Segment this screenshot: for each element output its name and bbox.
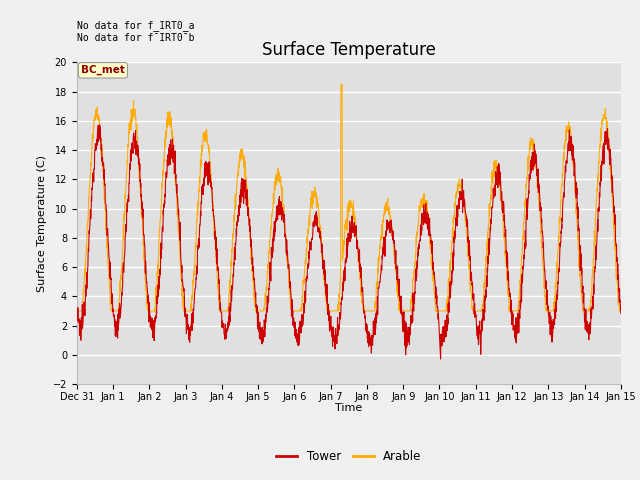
Arable: [337, 82, 345, 87]
Text: BC_met: BC_met: [81, 65, 125, 75]
Tower: [508, 307, 515, 313]
Arable: [569, 152, 577, 157]
Arable: [507, 308, 515, 314]
Tower: [437, 356, 445, 362]
Arable: [376, 239, 384, 245]
Arable: [365, 308, 372, 314]
Tower: [617, 311, 625, 316]
Tower: [365, 344, 372, 349]
Tower: [584, 331, 592, 336]
Tower: [570, 143, 577, 149]
Line: Arable: Arable: [77, 84, 621, 311]
Legend: Tower, Arable: Tower, Arable: [271, 446, 426, 468]
Tower: [96, 122, 104, 128]
Line: Tower: Tower: [77, 125, 621, 359]
Tower: [376, 273, 384, 278]
Arable: [225, 299, 232, 305]
Arable: [617, 308, 625, 314]
Title: Surface Temperature: Surface Temperature: [262, 41, 436, 60]
Y-axis label: Surface Temperature (C): Surface Temperature (C): [37, 155, 47, 292]
Tower: [225, 313, 232, 319]
X-axis label: Time: Time: [335, 403, 362, 413]
Tower: [73, 309, 81, 315]
Text: No data for f_IRT0_a
No data for f¯IRT0¯b: No data for f_IRT0_a No data for f¯IRT0¯…: [77, 21, 195, 43]
Arable: [73, 308, 81, 314]
Arable: [584, 308, 592, 314]
